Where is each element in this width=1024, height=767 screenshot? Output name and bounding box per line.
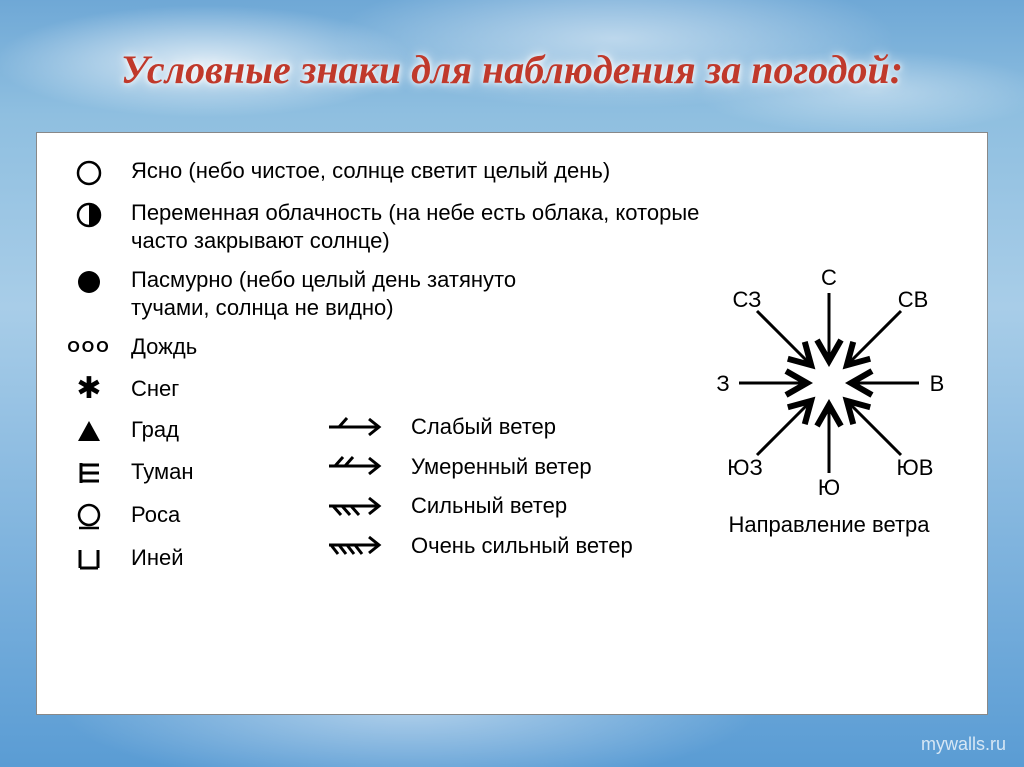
overcast-label: Пасмурно (небо целый день затянуто тучам… — [131, 266, 551, 321]
compass-wrap: С Ю З В СЗ СВ ЮЗ ЮВ Направление ветра — [709, 263, 949, 538]
col-phenomena: ООО Дождь ✱ Снег Град — [65, 333, 285, 586]
compass-icon: С Ю З В СЗ СВ ЮЗ ЮВ — [709, 263, 949, 503]
wind-very-strong-icon — [325, 532, 391, 558]
compass-se: ЮВ — [897, 455, 934, 480]
compass-sw: ЮЗ — [727, 455, 763, 480]
legend-row-partly: Переменная облачность (на небе есть обла… — [65, 199, 959, 254]
legend-row-snow: ✱ Снег — [65, 375, 285, 403]
wind-row-moderate: Умеренный ветер — [325, 453, 633, 481]
compass-n: С — [821, 265, 837, 290]
wind-very-strong-label: Очень сильный ветер — [411, 532, 633, 560]
wind-row-strong: Сильный ветер — [325, 492, 633, 520]
compass-ne: СВ — [898, 287, 929, 312]
compass-s: Ю — [818, 475, 840, 500]
wind-row-very-strong: Очень сильный ветер — [325, 532, 633, 560]
overcast-icon — [65, 266, 113, 296]
page-title: Условные знаки для наблюдения за погодой… — [0, 46, 1024, 93]
dew-label: Роса — [131, 501, 285, 529]
compass-caption: Направление ветра — [709, 512, 949, 538]
legend-row-dew: Роса — [65, 500, 285, 530]
wind-weak-icon — [325, 414, 391, 440]
clear-label: Ясно (небо чистое, солнце светит целый д… — [131, 157, 959, 185]
rain-icon: ООО — [65, 337, 113, 357]
wind-moderate-icon — [325, 453, 391, 479]
lower-area: ООО Дождь ✱ Снег Град — [65, 333, 959, 586]
legend-row-fog: Туман — [65, 458, 285, 486]
watermark: mywalls.ru — [921, 734, 1006, 755]
partly-icon — [65, 199, 113, 229]
wind-row-weak: Слабый ветер — [325, 413, 633, 441]
clear-icon — [65, 157, 113, 187]
compass-w: З — [716, 371, 729, 396]
col-wind: Слабый ветер Умеренный ветер — [325, 333, 633, 586]
fog-label: Туман — [131, 458, 285, 486]
wind-weak-label: Слабый ветер — [411, 413, 633, 441]
col-compass: С Ю З В СЗ СВ ЮЗ ЮВ Направление ветра — [673, 333, 959, 586]
legend-row-frost: Иней — [65, 544, 285, 572]
partly-label: Переменная облачность (на небе есть обла… — [131, 199, 751, 254]
legend-row-rain: ООО Дождь — [65, 333, 285, 361]
compass-nw: СЗ — [733, 287, 762, 312]
legend-panel: Ясно (небо чистое, солнце светит целый д… — [36, 132, 988, 715]
compass-e: В — [930, 371, 945, 396]
hail-icon — [65, 417, 113, 443]
frost-icon — [65, 544, 113, 572]
fog-icon — [65, 458, 113, 486]
wind-strong-icon — [325, 493, 391, 519]
legend-row-clear: Ясно (небо чистое, солнце светит целый д… — [65, 157, 959, 187]
dew-icon — [65, 500, 113, 530]
rain-label: Дождь — [131, 333, 285, 361]
snow-label: Снег — [131, 375, 285, 403]
hail-label: Град — [131, 416, 285, 444]
wind-moderate-label: Умеренный ветер — [411, 453, 633, 481]
frost-label: Иней — [131, 544, 285, 572]
legend-row-hail: Град — [65, 416, 285, 444]
wind-strong-label: Сильный ветер — [411, 492, 633, 520]
snow-icon: ✱ — [65, 375, 113, 401]
